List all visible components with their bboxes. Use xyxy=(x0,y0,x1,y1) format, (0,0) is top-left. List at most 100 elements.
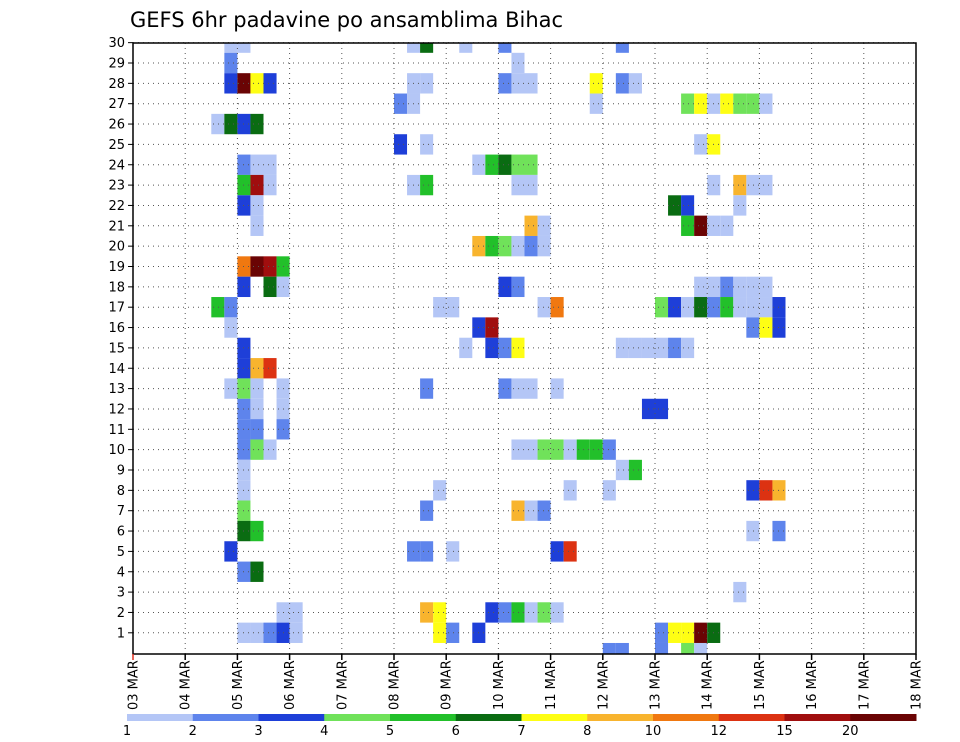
heatmap-cell xyxy=(250,622,264,643)
heatmap-cell xyxy=(498,235,512,257)
y-tick-label: 13 xyxy=(108,382,125,397)
heatmap-cell xyxy=(446,541,460,562)
y-tick-label: 16 xyxy=(108,321,125,336)
x-tick-label: 12 MAR xyxy=(596,660,611,710)
heatmap-cell xyxy=(694,642,708,654)
heatmap-cell xyxy=(524,154,538,175)
heatmap-cell xyxy=(511,154,525,175)
heatmap-cell xyxy=(250,358,264,379)
heatmap-cell xyxy=(420,43,434,53)
heatmap-cell xyxy=(511,602,525,623)
heatmap-cell xyxy=(420,541,434,562)
y-tick-label: 7 xyxy=(117,504,125,519)
heatmap-cell xyxy=(628,459,642,481)
heatmap-cell xyxy=(498,378,512,399)
heatmap-cell xyxy=(746,317,760,338)
y-tick-label: 1 xyxy=(117,626,125,641)
heatmap-cell xyxy=(589,73,603,94)
heatmap-cell xyxy=(420,378,434,399)
heatmap-cell xyxy=(589,93,603,114)
y-tick-label: 8 xyxy=(117,484,125,499)
colorbar-label: 10 xyxy=(645,724,662,739)
heatmap-cell xyxy=(511,276,525,298)
heatmap-cell xyxy=(694,93,708,114)
y-tick-label: 5 xyxy=(117,545,125,560)
heatmap-cell xyxy=(250,419,264,440)
y-tick-label: 6 xyxy=(117,525,125,540)
colorbar-swatch xyxy=(324,714,391,721)
x-tick-label: 14 MAR xyxy=(701,660,716,710)
heatmap-cell xyxy=(250,439,264,460)
heatmap-cell xyxy=(485,337,499,359)
heatmap-cell xyxy=(681,642,695,654)
heatmap-cell xyxy=(250,113,264,135)
heatmap-cell xyxy=(759,317,773,338)
heatmap-cell xyxy=(681,297,695,318)
x-tick-label: 03 MAR xyxy=(127,660,142,710)
colorbar-swatch xyxy=(653,714,720,721)
heatmap-cell xyxy=(759,174,773,196)
heatmap-cell xyxy=(759,276,773,298)
heatmap-cell xyxy=(694,134,708,155)
colorbar-label: 1 xyxy=(123,724,131,739)
heatmap-cell xyxy=(446,622,460,643)
y-tick-label: 11 xyxy=(108,423,125,438)
heatmap-cell xyxy=(550,378,564,399)
chart-title: GEFS 6hr padavine po ansamblima Bihac xyxy=(130,8,563,32)
heatmap-cell xyxy=(733,93,747,114)
colorbar-label: 20 xyxy=(842,724,859,739)
heatmap-cell xyxy=(498,43,512,53)
x-tick-label: 16 MAR xyxy=(805,660,820,710)
heatmap-cell xyxy=(681,622,695,643)
heatmap-cell xyxy=(407,43,421,53)
heatmap-cell xyxy=(420,73,434,94)
heatmap-cell xyxy=(524,174,538,196)
colorbar-label: 8 xyxy=(583,724,591,739)
y-tick-label: 28 xyxy=(108,77,125,92)
y-tick-label: 4 xyxy=(117,565,125,580)
heatmap-cell xyxy=(498,337,512,359)
colorbar-label: 7 xyxy=(517,724,525,739)
heatmap-cell xyxy=(433,602,447,623)
heatmap-cell xyxy=(628,73,642,94)
heatmap-cell xyxy=(746,297,760,318)
heatmap-cell xyxy=(250,174,264,196)
heatmap-cell xyxy=(733,581,747,603)
heatmap-cell xyxy=(524,500,538,521)
heatmap-cell xyxy=(655,398,669,420)
heatmap-cell xyxy=(733,297,747,318)
y-tick-label: 19 xyxy=(108,260,125,275)
heatmap-cell xyxy=(563,541,577,562)
heatmap-cell xyxy=(263,174,277,196)
heatmap-cell xyxy=(668,297,682,318)
heatmap-cell xyxy=(615,459,629,481)
heatmap-cell xyxy=(250,378,264,399)
heatmap-cell xyxy=(681,337,695,359)
heatmap-cell xyxy=(263,256,277,277)
heatmap-cell xyxy=(655,622,669,643)
heatmap-cell xyxy=(289,602,303,623)
heatmap-cell xyxy=(694,297,708,318)
heatmap-cell xyxy=(250,154,264,175)
heatmap-cell xyxy=(759,297,773,318)
y-tick-label: 23 xyxy=(108,179,125,194)
heatmap-cell xyxy=(224,113,238,135)
heatmap-cell xyxy=(250,256,264,277)
heatmap-cell xyxy=(628,337,642,359)
y-tick-label: 22 xyxy=(108,199,125,214)
heatmap-cell xyxy=(511,500,525,521)
colorbar-swatch xyxy=(850,714,917,721)
heatmap-cell xyxy=(498,154,512,175)
y-tick-label: 12 xyxy=(108,402,125,417)
y-tick-label: 27 xyxy=(108,97,125,112)
heatmap-cell xyxy=(759,93,773,114)
colorbar-swatch xyxy=(127,714,194,721)
heatmap-cell xyxy=(420,602,434,623)
x-tick-label: 08 MAR xyxy=(388,660,403,710)
heatmap-cell xyxy=(250,215,264,236)
heatmap-cell xyxy=(681,195,695,216)
heatmap-cell xyxy=(720,93,734,114)
heatmap-cell xyxy=(746,93,760,114)
heatmap-cell xyxy=(537,297,551,318)
heatmap-cell xyxy=(446,297,460,318)
